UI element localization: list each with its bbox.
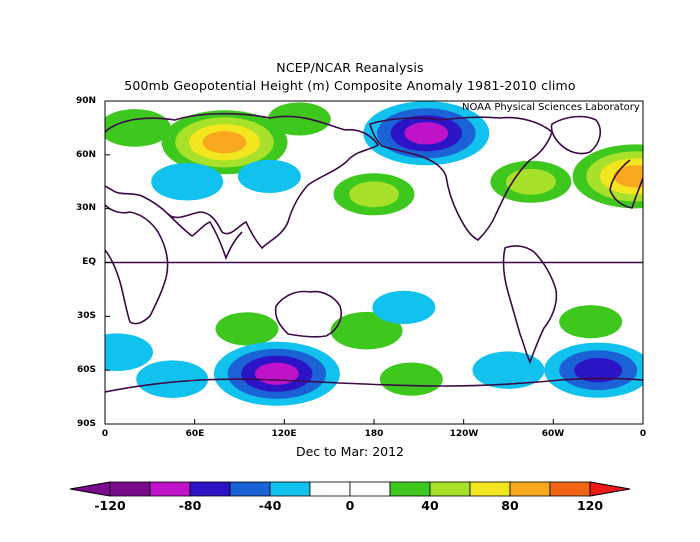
contour-band-7-0 — [151, 162, 224, 201]
colorbar-box — [389, 481, 431, 497]
anomaly-centre-4 — [490, 160, 572, 203]
colorbar-label-neg80: -80 — [178, 498, 202, 513]
anomaly-centre-5 — [333, 173, 415, 216]
lon-label-120w: 120W — [449, 429, 479, 439]
coast-north-america — [369, 116, 553, 241]
contour-band-0-3 — [202, 131, 247, 154]
contour-band-17-0 — [379, 362, 443, 396]
chart-subtitle: 500mb Geopotential Height (m) Composite … — [124, 78, 576, 93]
contour-band-9-0 — [215, 312, 279, 346]
lat-label-60s: 60S — [76, 365, 96, 375]
coast-greenland — [550, 115, 602, 155]
coast-europe-west — [609, 159, 643, 209]
anomaly-centre-17 — [379, 362, 443, 396]
coast-arabia-india — [167, 213, 243, 261]
colorbar-box — [549, 481, 591, 497]
coast-africa — [105, 204, 169, 325]
coast-south-america — [502, 245, 558, 364]
colorbar-box — [109, 481, 151, 497]
anomaly-centre-11 — [559, 305, 623, 339]
contour-band-10-0 — [330, 311, 403, 350]
lon-label-0-right: 0 — [639, 429, 647, 439]
lat-label-60n: 60N — [75, 150, 96, 160]
colorbar-box — [509, 481, 551, 497]
contour-band-15-0 — [136, 360, 209, 398]
coast-europe-asia — [105, 112, 380, 250]
colorbar-box — [429, 481, 471, 497]
colorbar-box — [349, 481, 391, 497]
colorbar-label-0: 0 — [345, 498, 355, 513]
anomaly-centre-2 — [267, 102, 331, 136]
contour-band-18-0 — [472, 351, 545, 389]
anomaly-centre-16 — [544, 342, 643, 398]
anomaly-centre-18 — [472, 351, 545, 389]
coastlines — [105, 112, 643, 393]
colorbar — [69, 481, 631, 497]
contour-band-14-3 — [254, 362, 299, 385]
chart-title: NCEP/NCAR Reanalysis — [276, 60, 424, 75]
coast-antarctica — [105, 377, 643, 393]
colorbar-box — [149, 481, 191, 497]
anomaly-centre-10 — [330, 311, 403, 350]
lat-label-30n: 30N — [75, 203, 96, 213]
anomaly-centre-14 — [213, 341, 340, 406]
lat-label-90s: 90S — [76, 419, 96, 429]
period-label: Dec to Mar: 2012 — [295, 444, 405, 459]
contour-band-3-3 — [613, 165, 643, 188]
anomaly-centre-15 — [136, 360, 209, 398]
contour-band-5-1 — [349, 181, 399, 208]
contour-band-12-0 — [372, 290, 436, 324]
anomaly-centre-9 — [215, 312, 279, 346]
contour-band-8-0 — [237, 159, 301, 193]
contour-band-16-2 — [574, 357, 623, 383]
lat-label-30s: 30S — [76, 311, 96, 321]
colorbar-box — [189, 481, 231, 497]
colorbar-box — [469, 481, 511, 497]
colorbar-label-40: 40 — [421, 498, 439, 513]
axis-ticks — [104, 100, 644, 425]
credit-label: NOAA Physical Sciences Laboratory — [462, 102, 640, 113]
lat-label-90n: 90N — [75, 96, 96, 106]
colorbar-label-neg40: -40 — [258, 498, 282, 513]
contour-band-2-0 — [267, 102, 331, 136]
anomaly-centre-13 — [105, 333, 153, 372]
anomaly-centre-0 — [161, 110, 288, 175]
colorbar-box — [229, 481, 271, 497]
coast-australia — [274, 290, 342, 338]
lon-label-60w: 60W — [541, 429, 565, 439]
lat-label-eq: EQ — [82, 257, 96, 267]
anomaly-centre-12 — [372, 290, 436, 324]
lon-label-120e: 120E — [271, 429, 297, 439]
contour-band-6-3 — [404, 122, 449, 145]
colorbar-label-120: 120 — [576, 498, 604, 513]
colorbar-end-low — [69, 481, 111, 497]
colorbar-label-80: 80 — [501, 498, 519, 513]
contour-band-11-0 — [559, 305, 623, 339]
contour-band-4-1 — [505, 168, 556, 195]
anomaly-centre-8 — [237, 159, 301, 193]
colorbar-box — [269, 481, 311, 497]
lon-label-60e: 60E — [185, 429, 205, 439]
lon-label-180: 180 — [364, 429, 384, 439]
anomaly-centre-7 — [151, 162, 224, 201]
colorbar-label-neg120: -120 — [94, 498, 126, 513]
colorbar-box — [309, 481, 351, 497]
colorbar-end-high — [589, 481, 631, 497]
contour-band-13-0 — [105, 333, 153, 372]
lon-label-0-left: 0 — [101, 429, 109, 439]
